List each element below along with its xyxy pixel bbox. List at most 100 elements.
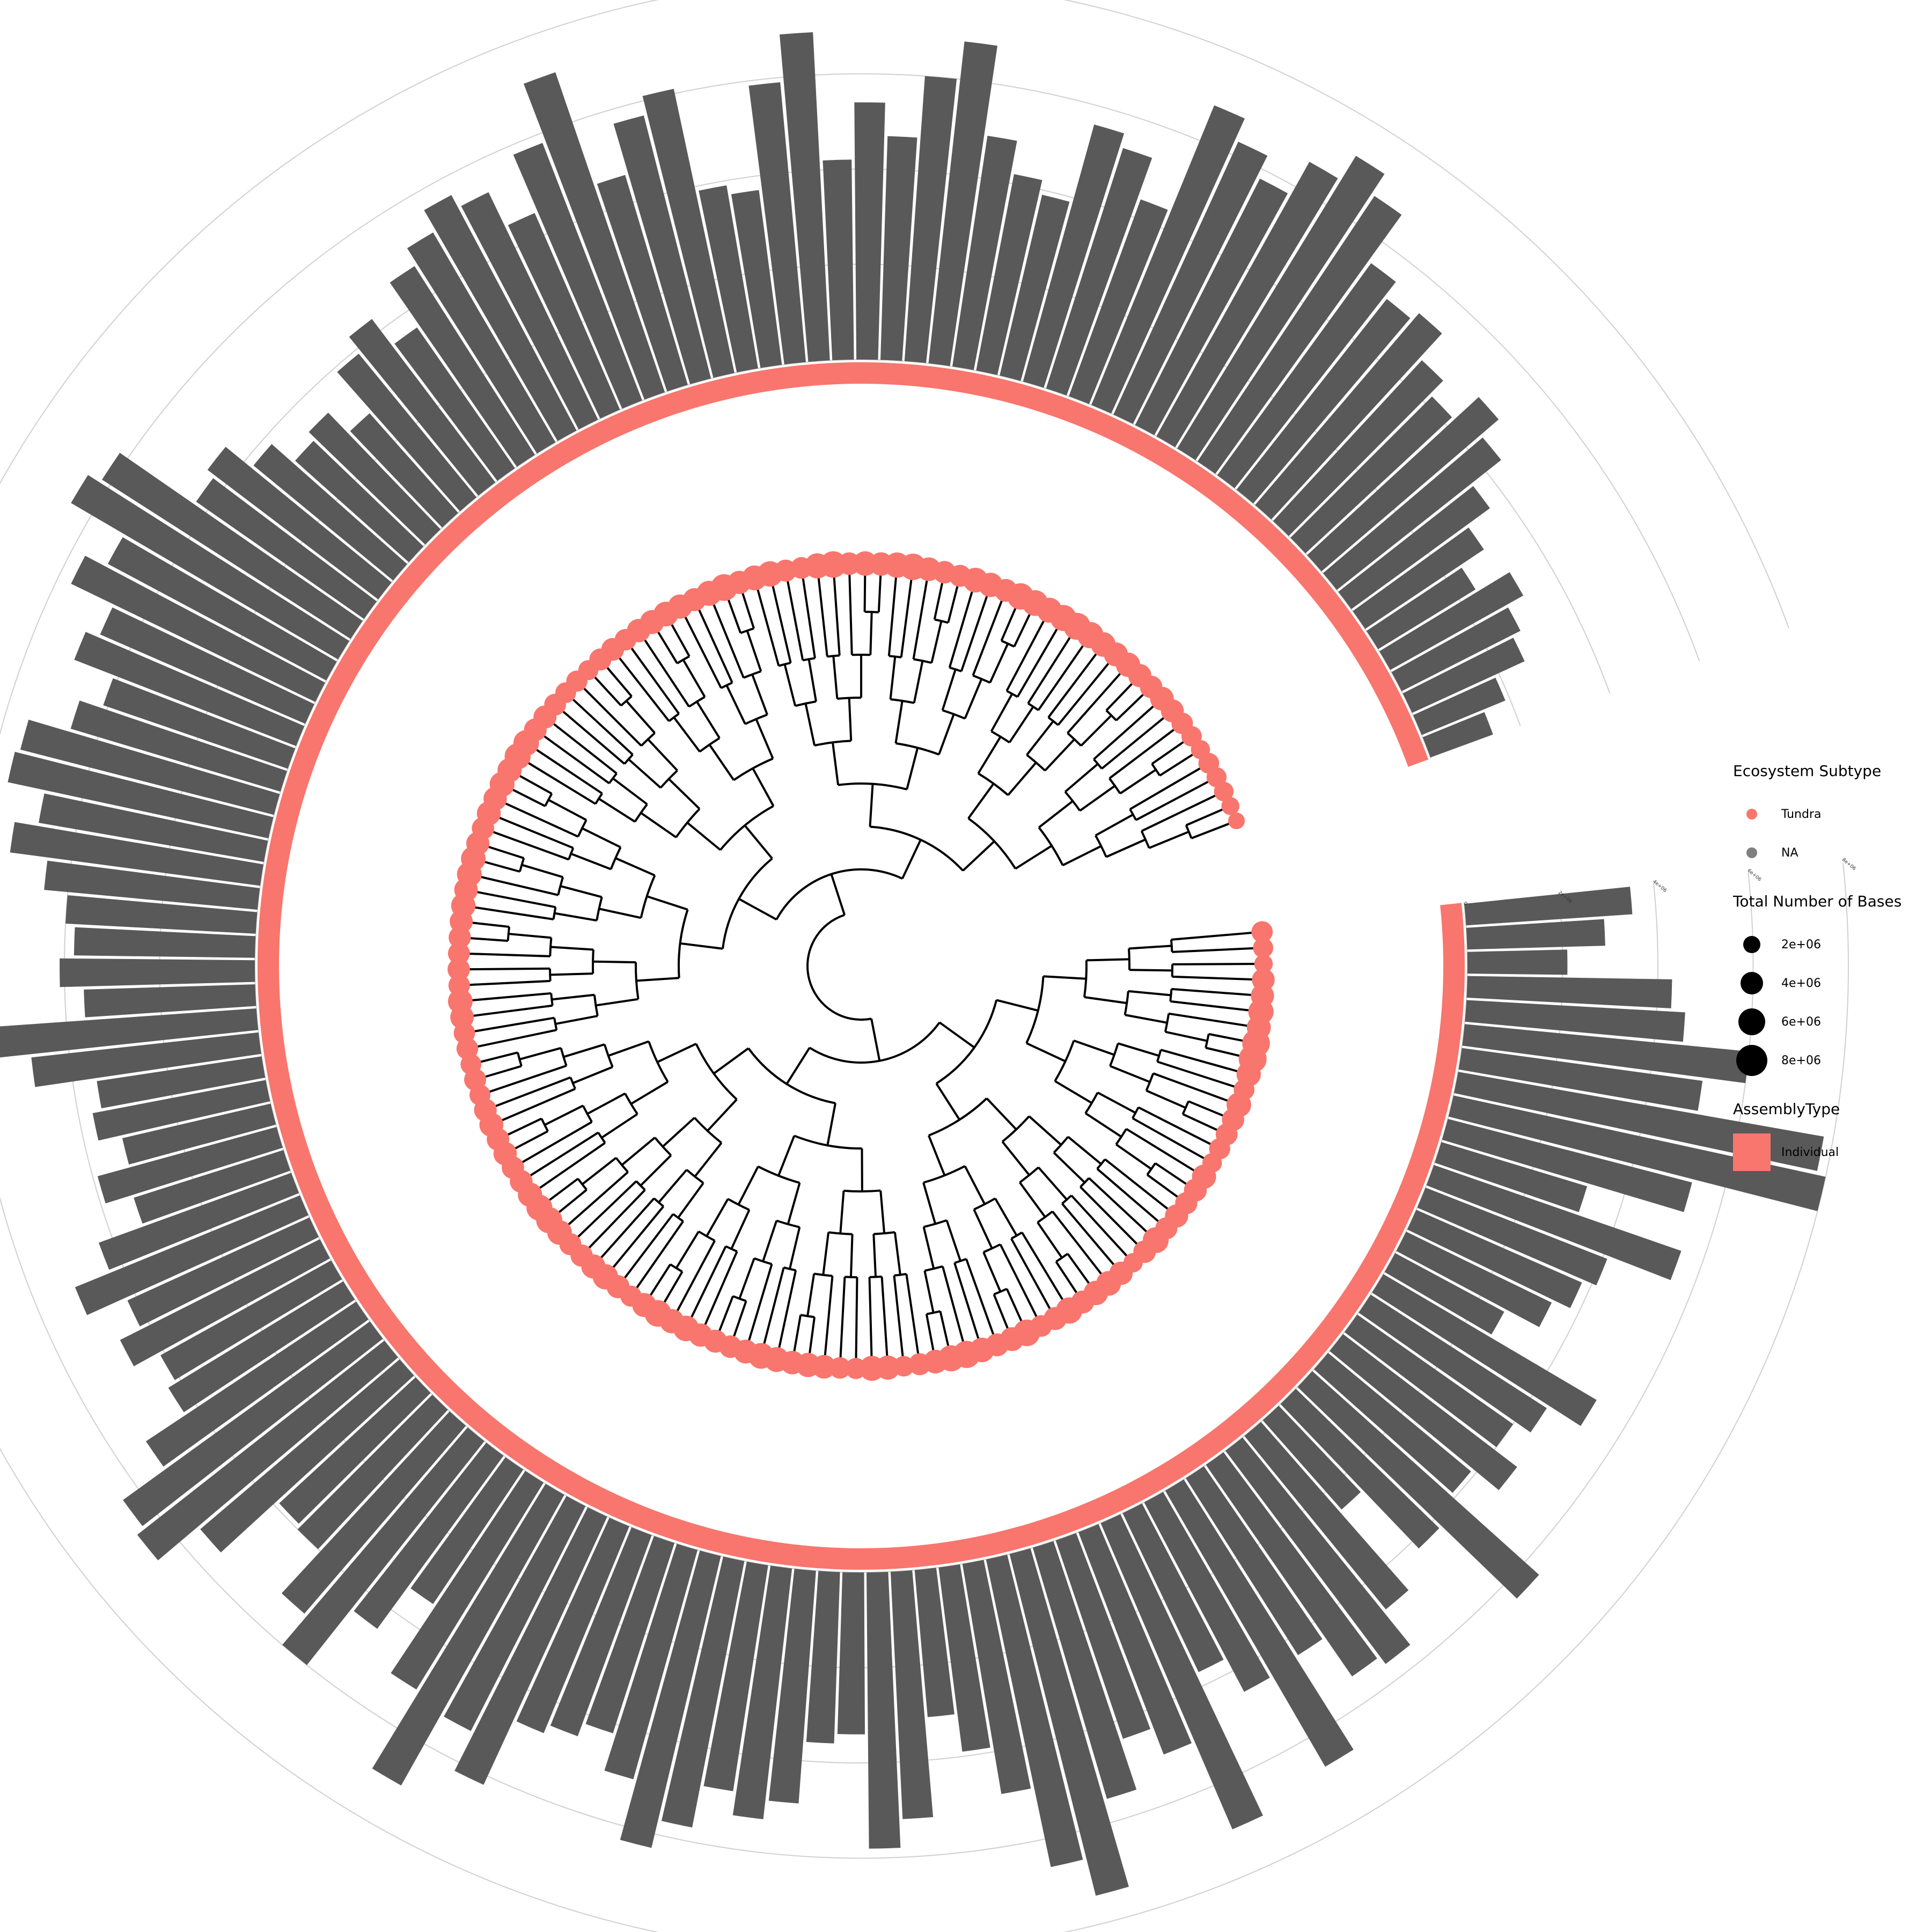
bar <box>1122 1503 1224 1672</box>
tree-branch <box>849 1234 854 1277</box>
tree-branch <box>784 570 804 661</box>
bar <box>1100 1514 1263 1829</box>
tree-branch <box>945 1220 961 1262</box>
bar <box>1297 1371 1539 1599</box>
tree-branch <box>625 700 656 734</box>
tree-branch <box>1148 830 1190 849</box>
tree-branch <box>668 778 701 810</box>
tree-branch <box>1084 1112 1122 1138</box>
bar <box>952 135 1017 370</box>
bar <box>0 1008 259 1058</box>
bar <box>1453 1072 1824 1171</box>
size-6e06-dot-icon <box>1738 1008 1765 1035</box>
bar <box>1144 1491 1270 1692</box>
tree-branch <box>596 998 638 1007</box>
tree-branch <box>1095 814 1134 837</box>
tree-arc <box>1026 754 1046 772</box>
tree-branch <box>964 1165 986 1205</box>
tree-branch <box>707 1099 738 1132</box>
tree-branch <box>469 873 559 896</box>
tree-branch <box>552 993 595 1001</box>
bar <box>1236 299 1411 504</box>
bar <box>731 190 782 368</box>
bar <box>1165 1479 1354 1767</box>
tree-branch <box>560 885 603 898</box>
tree-arc <box>549 938 553 956</box>
tree-branch <box>1106 838 1146 858</box>
tree-branch <box>612 648 670 722</box>
tree-arc <box>934 618 949 624</box>
legend-title-bases: Total Number of Bases <box>1733 892 1902 910</box>
tree-branch <box>1073 1040 1115 1056</box>
tree-branch <box>576 680 642 747</box>
legend-item-bases: 8e+06 <box>1733 1041 1926 1080</box>
tree-arc <box>806 913 872 1021</box>
tree-branch <box>982 1252 1002 1292</box>
tree-branch <box>760 1267 785 1356</box>
tree-branch <box>783 664 797 706</box>
tree-arc <box>725 1245 738 1253</box>
grid-circle <box>0 73 1754 1859</box>
bases-bar-ring <box>0 32 1826 1896</box>
tree-branch <box>941 669 957 711</box>
bar <box>768 1569 816 1804</box>
bar <box>976 174 1042 375</box>
bar <box>1448 1095 1826 1211</box>
bar <box>585 1535 675 1733</box>
bar <box>1313 1352 1471 1493</box>
bar <box>1338 486 1490 610</box>
tree-branch <box>1064 763 1099 793</box>
bar <box>337 353 477 511</box>
bar <box>75 1195 309 1315</box>
tree-branch <box>868 1277 873 1368</box>
na-dot-icon <box>1746 847 1757 858</box>
bar <box>74 632 305 747</box>
tree-branch <box>1021 1232 1070 1312</box>
tree-branch <box>990 693 1014 732</box>
bar <box>84 984 256 1018</box>
tree-branch <box>1126 1128 1205 1178</box>
tree-branch <box>1084 996 1127 1005</box>
tree-branch <box>686 822 721 851</box>
tree-branch <box>986 1097 1017 1131</box>
tree-branch <box>832 656 839 699</box>
tree-branch <box>512 1121 593 1169</box>
tree-branch <box>935 1082 960 1121</box>
tree-branch <box>785 1047 811 1085</box>
legend-label: 2e+06 <box>1781 938 1821 952</box>
tree-arc <box>1053 1136 1069 1154</box>
tree-arc <box>827 654 840 658</box>
tree-branch <box>746 630 762 672</box>
tree-arc <box>557 876 564 896</box>
tree-branch <box>1080 1186 1146 1253</box>
tree-branch <box>967 783 995 819</box>
tree-branch <box>822 1232 830 1275</box>
legend-label: NA <box>1781 846 1798 860</box>
tree-arc <box>802 657 816 662</box>
tree-branch <box>977 736 1002 774</box>
bar <box>1156 162 1338 448</box>
tree-branch <box>823 1276 834 1367</box>
tree-branch <box>519 1046 562 1060</box>
bar <box>200 1359 414 1553</box>
tree-arc <box>597 1132 606 1144</box>
bar <box>295 441 424 562</box>
tree-branch <box>1128 945 1172 950</box>
tree-branch <box>1062 845 1102 867</box>
tree-branch <box>1067 664 1129 734</box>
tree-branch <box>1096 1168 1168 1230</box>
bar <box>309 412 441 545</box>
bar <box>1407 1210 1582 1308</box>
tree-branch <box>1146 1089 1186 1109</box>
tree-branch <box>621 1137 656 1166</box>
tree-branch <box>1005 610 1051 692</box>
tree-branch <box>889 656 897 700</box>
bar <box>107 537 337 680</box>
tree-branch <box>738 1258 755 1299</box>
tree-branch <box>479 1064 567 1096</box>
tree-branch <box>685 1246 727 1329</box>
bar <box>103 678 296 769</box>
tree-branch <box>1129 762 1209 810</box>
tree-branch <box>565 692 634 756</box>
